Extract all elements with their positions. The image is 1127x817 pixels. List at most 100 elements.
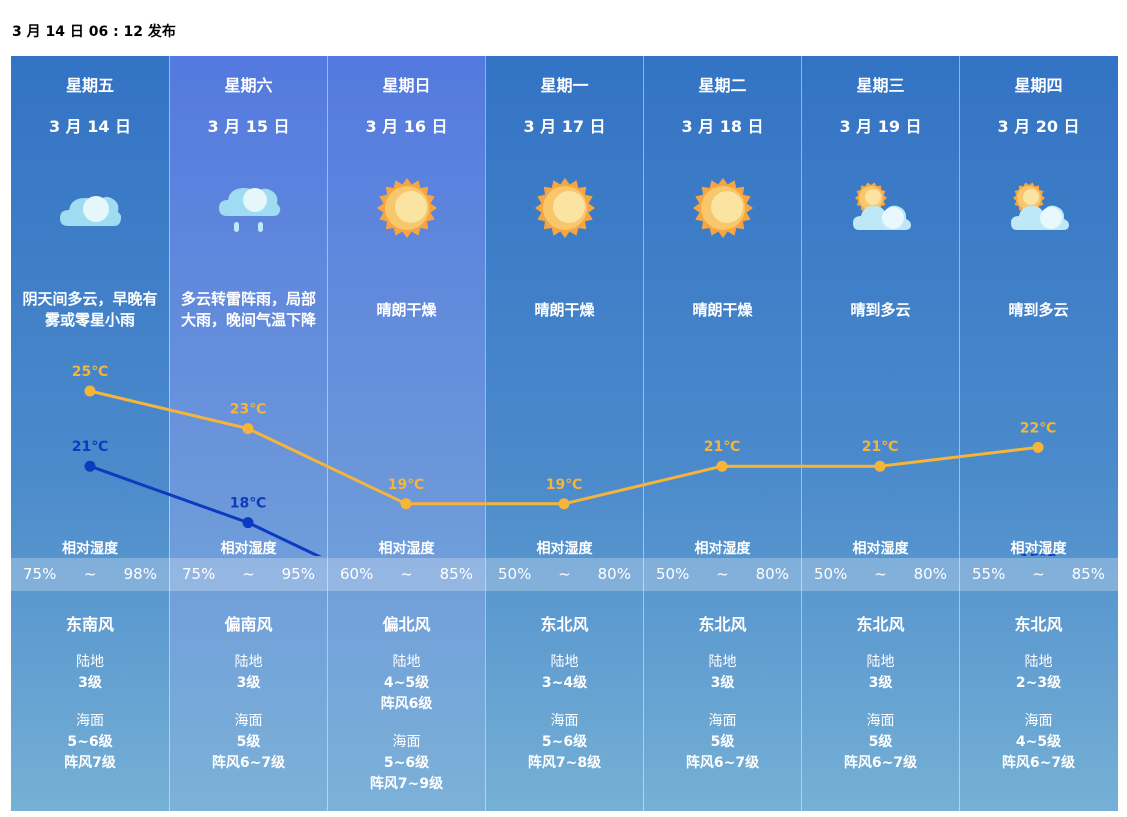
- sea-label: 海面: [550, 713, 579, 729]
- sea-wind-level: 5级: [710, 734, 735, 750]
- sun-icon: [533, 176, 597, 240]
- humidity-min: 50%: [656, 565, 690, 583]
- land-wind-level: 3级: [78, 675, 102, 691]
- low-temp-point: [242, 517, 254, 529]
- sun-cloud-icon: [849, 176, 913, 240]
- land-wind: 陆地 3级: [802, 652, 959, 694]
- wind-direction: 东南风: [65, 615, 114, 634]
- sea-wind: 海面 5~6级 阵风7~9级: [328, 732, 485, 795]
- day-column: 星期六 3 月 15 日 多云转雷阵雨，局部大雨，晚间气温下降 相对湿度 75%…: [169, 56, 327, 811]
- low-temp-label: 21℃: [72, 439, 108, 455]
- high-temp-label: 21℃: [862, 439, 898, 455]
- sea-label: 海面: [76, 713, 104, 729]
- weather-description: 晴到多云: [850, 300, 911, 319]
- sea-wind: 海面 5~6级阵风7~8级: [486, 711, 643, 774]
- date: 3 月 16 日: [365, 117, 448, 136]
- land-label: 陆地: [866, 654, 895, 670]
- humidity-separator: ~: [242, 565, 255, 583]
- land-label: 陆地: [234, 654, 263, 670]
- humidity-max: 85%: [1071, 565, 1105, 583]
- wind-direction: 偏南风: [224, 615, 273, 634]
- sea-wind-level: 阵风6~7级: [843, 755, 918, 771]
- humidity-title: 相对湿度: [378, 541, 435, 557]
- land-wind-level: 3级: [236, 675, 261, 691]
- land-wind-level: 阵风6级: [380, 696, 433, 712]
- land-wind: 陆地 3级: [11, 652, 169, 694]
- humidity-max: 98%: [123, 565, 157, 583]
- sea-wind-level: 5~6级: [383, 755, 430, 771]
- humidity-min: 50%: [498, 565, 532, 583]
- land-label: 陆地: [708, 654, 737, 670]
- low-temp-point: [84, 460, 96, 472]
- sun-icon: [691, 176, 755, 240]
- sea-wind-level: 阵风6~7级: [211, 755, 286, 771]
- humidity-min: 75%: [182, 565, 216, 583]
- high-temp-point: [400, 498, 412, 510]
- humidity-max: 80%: [755, 565, 789, 583]
- sea-wind: 海面 4~5级 阵风6~7级: [960, 711, 1117, 774]
- humidity-range: 50% ~ 80%: [644, 558, 801, 591]
- date: 3 月 20 日: [997, 117, 1080, 136]
- high-temp-label: 19℃: [388, 477, 424, 493]
- rain-cloud-icon: [217, 176, 281, 240]
- sea-wind: 海面 5~6级 阵风7级: [11, 711, 169, 774]
- day-column: 星期五 3 月 14 日 阴天间多云，早晚有雾或零星小雨 相对湿度 75% ~ …: [11, 56, 169, 811]
- date: 3 月 18 日: [681, 117, 764, 136]
- humidity-max: 80%: [913, 565, 947, 583]
- sea-label: 海面: [708, 713, 737, 729]
- humidity-title: 相对湿度: [852, 541, 909, 557]
- weekday: 星期日: [382, 76, 431, 95]
- sea-wind-level: 阵风6~7级: [1001, 755, 1076, 771]
- weekday: 星期六: [224, 76, 273, 95]
- humidity-max: 80%: [597, 565, 631, 583]
- land-wind: 陆地 3级: [644, 652, 801, 694]
- humidity-separator: ~: [400, 565, 413, 583]
- humidity-separator: ~: [83, 565, 97, 583]
- humidity-range: 75% ~ 95%: [170, 558, 327, 591]
- day-column: 星期四 3 月 20 日 晴到多云 相对湿度 55% ~ 85% 东北风 陆地 2…: [959, 56, 1117, 811]
- temperature-chart: 25℃23℃19℃19℃21℃21℃22℃21℃18℃14℃13℃14℃14℃1…: [72, 364, 1056, 556]
- weather-description: 晴到多云: [1008, 300, 1069, 319]
- wind-direction: 东北风: [698, 615, 747, 634]
- humidity-band: [11, 558, 1118, 591]
- weekday: 星期五: [65, 76, 114, 95]
- sea-wind-level: 阵风6~7级: [685, 755, 760, 771]
- sun-icon: [375, 176, 439, 240]
- wind-direction: 偏北风: [382, 615, 431, 634]
- day-column: 星期二 3 月 18 日 晴朗干燥 相对湿度 50% ~ 80% 东北风 陆地 3…: [643, 56, 801, 811]
- weather-description: 多云转雷阵雨，局部大雨，晚间气温下降: [180, 290, 316, 329]
- wind-direction: 东北风: [1014, 615, 1063, 634]
- day-column: 星期三 3 月 19 日 晴到多云 相对湿度 50% ~ 80% 东北风 陆地 3…: [801, 56, 959, 811]
- high-temp-point: [84, 385, 96, 397]
- humidity-range: 50% ~ 80%: [486, 558, 643, 591]
- high-temp-label: 23℃: [230, 402, 266, 418]
- humidity-range: 50% ~ 80%: [802, 558, 959, 591]
- high-temp-point: [242, 423, 254, 435]
- low-temp-label: 18℃: [230, 496, 266, 512]
- humidity-range: 55% ~ 85%: [960, 558, 1117, 591]
- weekday: 星期二: [698, 76, 747, 95]
- low-temp-label: 15℃: [1020, 552, 1056, 556]
- land-wind-level: 3级: [868, 675, 893, 691]
- sun-cloud-icon: [1007, 176, 1071, 240]
- humidity-max: 95%: [281, 565, 315, 583]
- day-column: 星期日 3 月 16 日 晴朗干燥 相对湿度 60% ~ 85% 偏北风 陆地 4…: [327, 56, 485, 811]
- weather-description: 晴朗干燥: [534, 300, 595, 319]
- humidity-title: 相对湿度: [220, 541, 277, 557]
- sea-wind-level: 5~6级: [541, 734, 588, 750]
- humidity-title: 相对湿度: [536, 541, 593, 557]
- humidity-min: 55%: [972, 565, 1006, 583]
- land-wind-level: 3~4级: [541, 675, 588, 691]
- land-label: 陆地: [76, 654, 104, 670]
- sea-wind: 海面 5级 阵风6~7级: [802, 711, 959, 774]
- cloud-icon: [58, 176, 122, 240]
- weekday: 星期四: [1014, 76, 1063, 95]
- humidity-separator: ~: [874, 565, 887, 583]
- humidity-min: 60%: [340, 565, 374, 583]
- sea-wind-level: 阵风7~8级: [527, 755, 602, 771]
- high-temp-label: 22℃: [1020, 420, 1056, 436]
- weather-description: 晴朗干燥: [376, 300, 437, 319]
- sea-wind-level: 5~6级: [67, 734, 113, 750]
- sea-label: 海面: [1024, 713, 1053, 729]
- sea-wind-level: 5级: [868, 734, 893, 750]
